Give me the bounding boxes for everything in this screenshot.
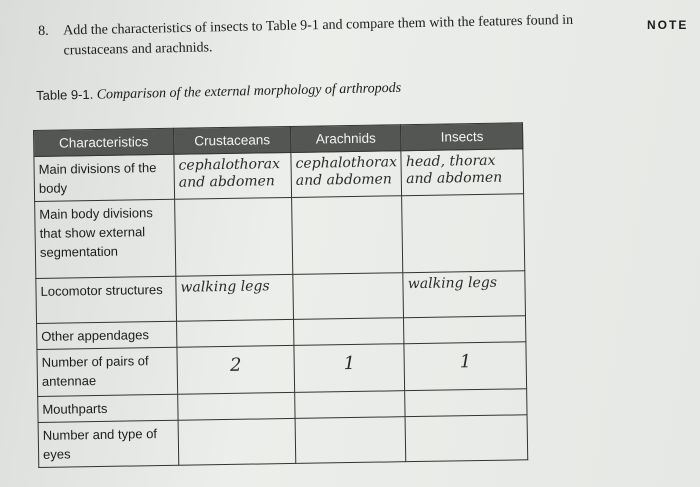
cell-arachnids[interactable] [295,416,407,464]
question-number: 8. [38,23,49,39]
cell-crustaceans[interactable]: cephalothorax and abdomen [173,152,292,200]
table-row: Main body divisions that show external s… [34,193,526,279]
cell-insects[interactable] [403,315,527,344]
cell-arachnids[interactable]: 1 [293,343,406,393]
cell-insects[interactable] [405,388,528,417]
row-label: Number of pairs of antennae [36,347,178,397]
question-text: Add the characteristics of insects to Ta… [63,12,574,59]
cell-crustaceans[interactable] [174,197,293,277]
row-label: Other appendages [36,321,177,350]
header-arachnids: Arachnids [290,124,402,153]
table-row: Locomotor structures walking legs walkin… [35,270,526,324]
table-label: Table 9-1. [36,86,94,103]
header-crustaceans: Crustaceans [173,126,291,155]
cell-crustaceans[interactable] [178,418,296,466]
question-8: 8. Add the characteristics of insects to… [38,10,624,62]
row-label: Main divisions of the body [33,154,175,202]
cell-insects[interactable] [401,193,526,273]
table-row: Number and type of eyes [38,414,529,468]
table-row: Main divisions of the body cephalothorax… [33,148,524,202]
cell-arachnids[interactable] [294,390,406,419]
cell-crustaceans[interactable]: walking legs [175,274,294,322]
header-insects: Insects [400,122,524,151]
cell-arachnids[interactable] [291,195,404,275]
row-label: Locomotor structures [35,276,177,324]
cell-arachnids[interactable] [292,272,404,320]
cell-crustaceans[interactable]: 2 [176,345,295,395]
comparison-table: Characteristics Crustaceans Arachnids In… [33,122,529,468]
cell-insects[interactable]: head, thorax and abdomen [401,148,524,196]
row-label: Number and type of eyes [38,420,179,468]
cell-insects[interactable]: 1 [404,341,528,391]
cell-insects[interactable] [405,414,529,462]
cell-crustaceans[interactable] [177,392,296,421]
row-label: Mouthparts [37,394,179,423]
table-title: Comparison of the external morphology of… [96,80,402,103]
row-label: Main body divisions that show external s… [34,199,176,279]
table-row: Number of pairs of antennae 2 1 1 [36,341,528,397]
header-characteristics: Characteristics [33,128,174,157]
note-label: NOTE [647,18,689,32]
cell-arachnids[interactable]: cephalothorax and abdomen [290,150,402,198]
cell-arachnids[interactable] [293,317,405,346]
table-caption: Table 9-1. Comparison of the external mo… [36,80,401,105]
cell-crustaceans[interactable] [176,319,294,348]
cell-insects[interactable]: walking legs [403,270,526,318]
